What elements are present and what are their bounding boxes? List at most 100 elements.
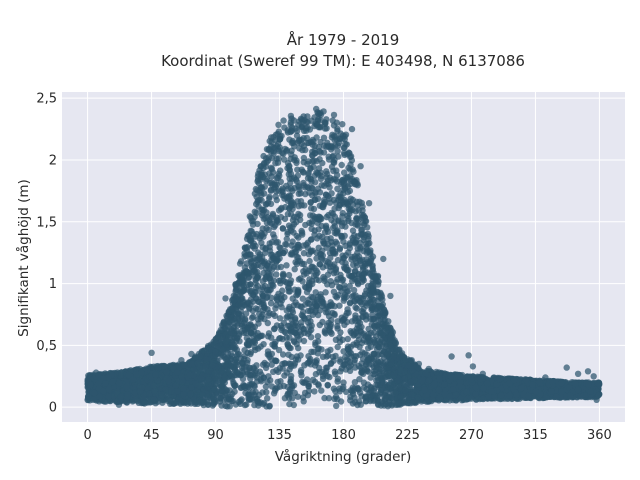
data-point [344,335,351,343]
data-point [352,399,359,406]
data-point [302,221,309,229]
data-point [294,166,301,173]
data-point [275,346,283,354]
data-point [330,111,338,119]
data-point [260,299,267,307]
data-point [267,187,275,194]
data-point [317,175,325,182]
data-point [351,379,359,386]
data-point [273,322,281,329]
data-point [261,359,268,367]
data-point [291,338,298,345]
data-point [276,135,284,143]
data-point [350,286,358,294]
data-point [334,185,341,192]
data-point [285,163,293,170]
data-point [304,113,311,120]
data-point [268,165,276,173]
data-point [311,388,318,395]
data-point [334,148,341,155]
data-point [320,134,328,141]
data-point [307,334,315,341]
data-point [268,361,275,368]
data-point [282,241,289,248]
data-point [265,226,272,233]
data-point [298,166,305,173]
data-point [308,205,315,212]
data-point [371,329,378,336]
data-point [241,347,248,354]
data-point [279,351,287,358]
data-point [341,169,348,176]
data-point [278,304,285,311]
data-point [239,375,247,383]
data-point [314,333,322,340]
data-point [283,262,290,269]
data-point [306,328,313,335]
data-point [250,313,257,320]
data-point [273,271,280,278]
chart-title-line-1: År 1979 - 2019 [287,30,400,49]
data-point [286,400,293,408]
data-point [276,383,284,390]
data-point [359,219,367,226]
data-point [253,200,260,208]
data-point [276,334,284,342]
data-point [237,258,245,265]
data-point [344,201,352,209]
data-point [275,290,282,297]
data-point [327,235,334,242]
data-point [306,257,313,265]
data-point [282,329,289,336]
data-point [348,318,356,325]
data-point [276,244,283,251]
data-point [254,178,261,185]
data-point [298,319,305,326]
data-point [338,161,345,169]
data-point [253,209,260,216]
data-point [247,281,254,288]
data-point [333,119,340,126]
data-point [269,310,277,318]
data-point [299,295,306,302]
data-point [276,277,283,284]
data-point [348,219,355,227]
data-point [271,387,279,394]
data-point [375,293,383,301]
data-point [273,357,280,365]
data-point [316,232,323,240]
data-point [339,252,346,259]
data-point [347,161,354,168]
data-point [281,195,288,202]
data-point [360,247,367,255]
data-point [308,263,315,271]
data-points [84,105,603,410]
data-point [333,402,340,410]
data-point [319,318,326,326]
data-point [281,156,288,163]
data-point [288,353,295,361]
data-point [252,279,259,286]
data-point [243,401,250,408]
data-point [299,394,307,401]
data-point [318,387,325,394]
data-point [252,305,260,312]
chart-title-line-2: Koordinat (Sweref 99 TM): E 403498, N 61… [161,52,525,70]
data-point [327,278,334,285]
data-point [264,395,271,402]
data-point [356,376,363,383]
data-point [284,340,291,347]
data-point [327,254,334,262]
data-point [315,165,323,172]
data-point [337,329,344,336]
data-point [307,165,314,173]
data-point [276,315,284,322]
data-point [291,266,298,273]
data-point [354,321,361,329]
data-point [308,225,315,232]
data-point [341,321,348,328]
data-point [311,231,318,238]
data-point [392,339,399,346]
data-point [265,373,272,380]
data-point [346,282,353,290]
